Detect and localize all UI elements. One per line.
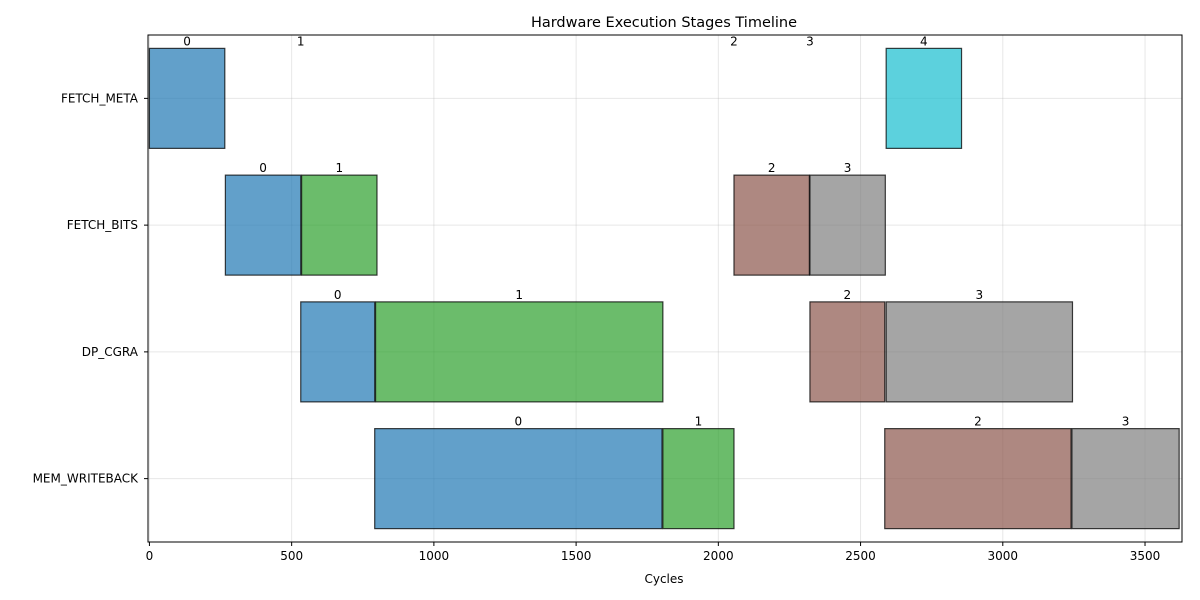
x-tick-label: 3000 (988, 549, 1019, 563)
bar-task-label: 0 (334, 288, 342, 302)
bar-dp-cgra-task-3 (885, 301, 1074, 403)
axes: 0 500 1000 1500 2000 2500 3000 3500FETCH_METAFE… (33, 91, 1161, 563)
bar-task-label: 3 (1122, 415, 1130, 429)
bar-task-label: 1 (297, 34, 305, 48)
bar-task-label: 4 (920, 34, 928, 48)
x-tick-label: 500 (280, 549, 303, 563)
bar-dp-cgra-task-0 (300, 301, 376, 403)
x-tick-label: 1000 (419, 549, 450, 563)
bar-task-label: 2 (730, 34, 738, 48)
bar-task-label: 1 (335, 161, 343, 175)
bars: 0 1 2 3 4 0 1 2 3 0 1 2 3 0 1 2 3 (148, 34, 1180, 530)
y-tick-label: DP_CGRA (82, 345, 139, 359)
chart-title: Hardware Execution Stages Timeline (531, 15, 797, 31)
bar-task-label: 1 (695, 415, 703, 429)
bar-mem-writeback-task-2 (884, 428, 1072, 530)
bar-fetch-bits-task-3 (809, 174, 886, 276)
bar-dp-cgra-task-1 (374, 301, 664, 403)
x-tick-label: 3500 (1130, 549, 1161, 563)
plot-frame (147, 34, 1183, 543)
bar-fetch-bits-task-2 (733, 174, 810, 276)
bar-task-label: 0 (183, 34, 191, 48)
bar-task-label: 0 (515, 415, 523, 429)
bar-task-label: 3 (844, 161, 852, 175)
bar-task-label: 2 (974, 415, 982, 429)
bar-fetch-meta-task-4 (885, 47, 963, 149)
bar-fetch-bits-task-1 (301, 174, 378, 276)
bar-fetch-bits-task-0 (224, 174, 302, 276)
x-tick-label: 0 (146, 549, 154, 563)
bar-task-label: 2 (844, 288, 852, 302)
x-tick-label: 2500 (845, 549, 876, 563)
bar-task-label: 1 (515, 288, 523, 302)
bar-mem-writeback-task-3 (1071, 428, 1180, 530)
y-tick-label: FETCH_META (61, 91, 139, 105)
y-tick-label: MEM_WRITEBACK (33, 472, 140, 486)
bar-task-label: 3 (806, 34, 814, 48)
bar-task-label: 2 (768, 161, 776, 175)
x-axis-label: Cycles (644, 572, 683, 586)
bar-mem-writeback-task-1 (662, 428, 735, 530)
bar-task-label: 0 (259, 161, 267, 175)
bar-task-label: 3 (976, 288, 984, 302)
x-tick-label: 2000 (703, 549, 734, 563)
y-tick-label: FETCH_BITS (67, 218, 138, 232)
x-tick-label: 1500 (561, 549, 592, 563)
bar-mem-writeback-task-0 (374, 428, 663, 530)
bar-dp-cgra-task-2 (809, 301, 886, 403)
bar-fetch-meta-task-0 (148, 47, 226, 149)
